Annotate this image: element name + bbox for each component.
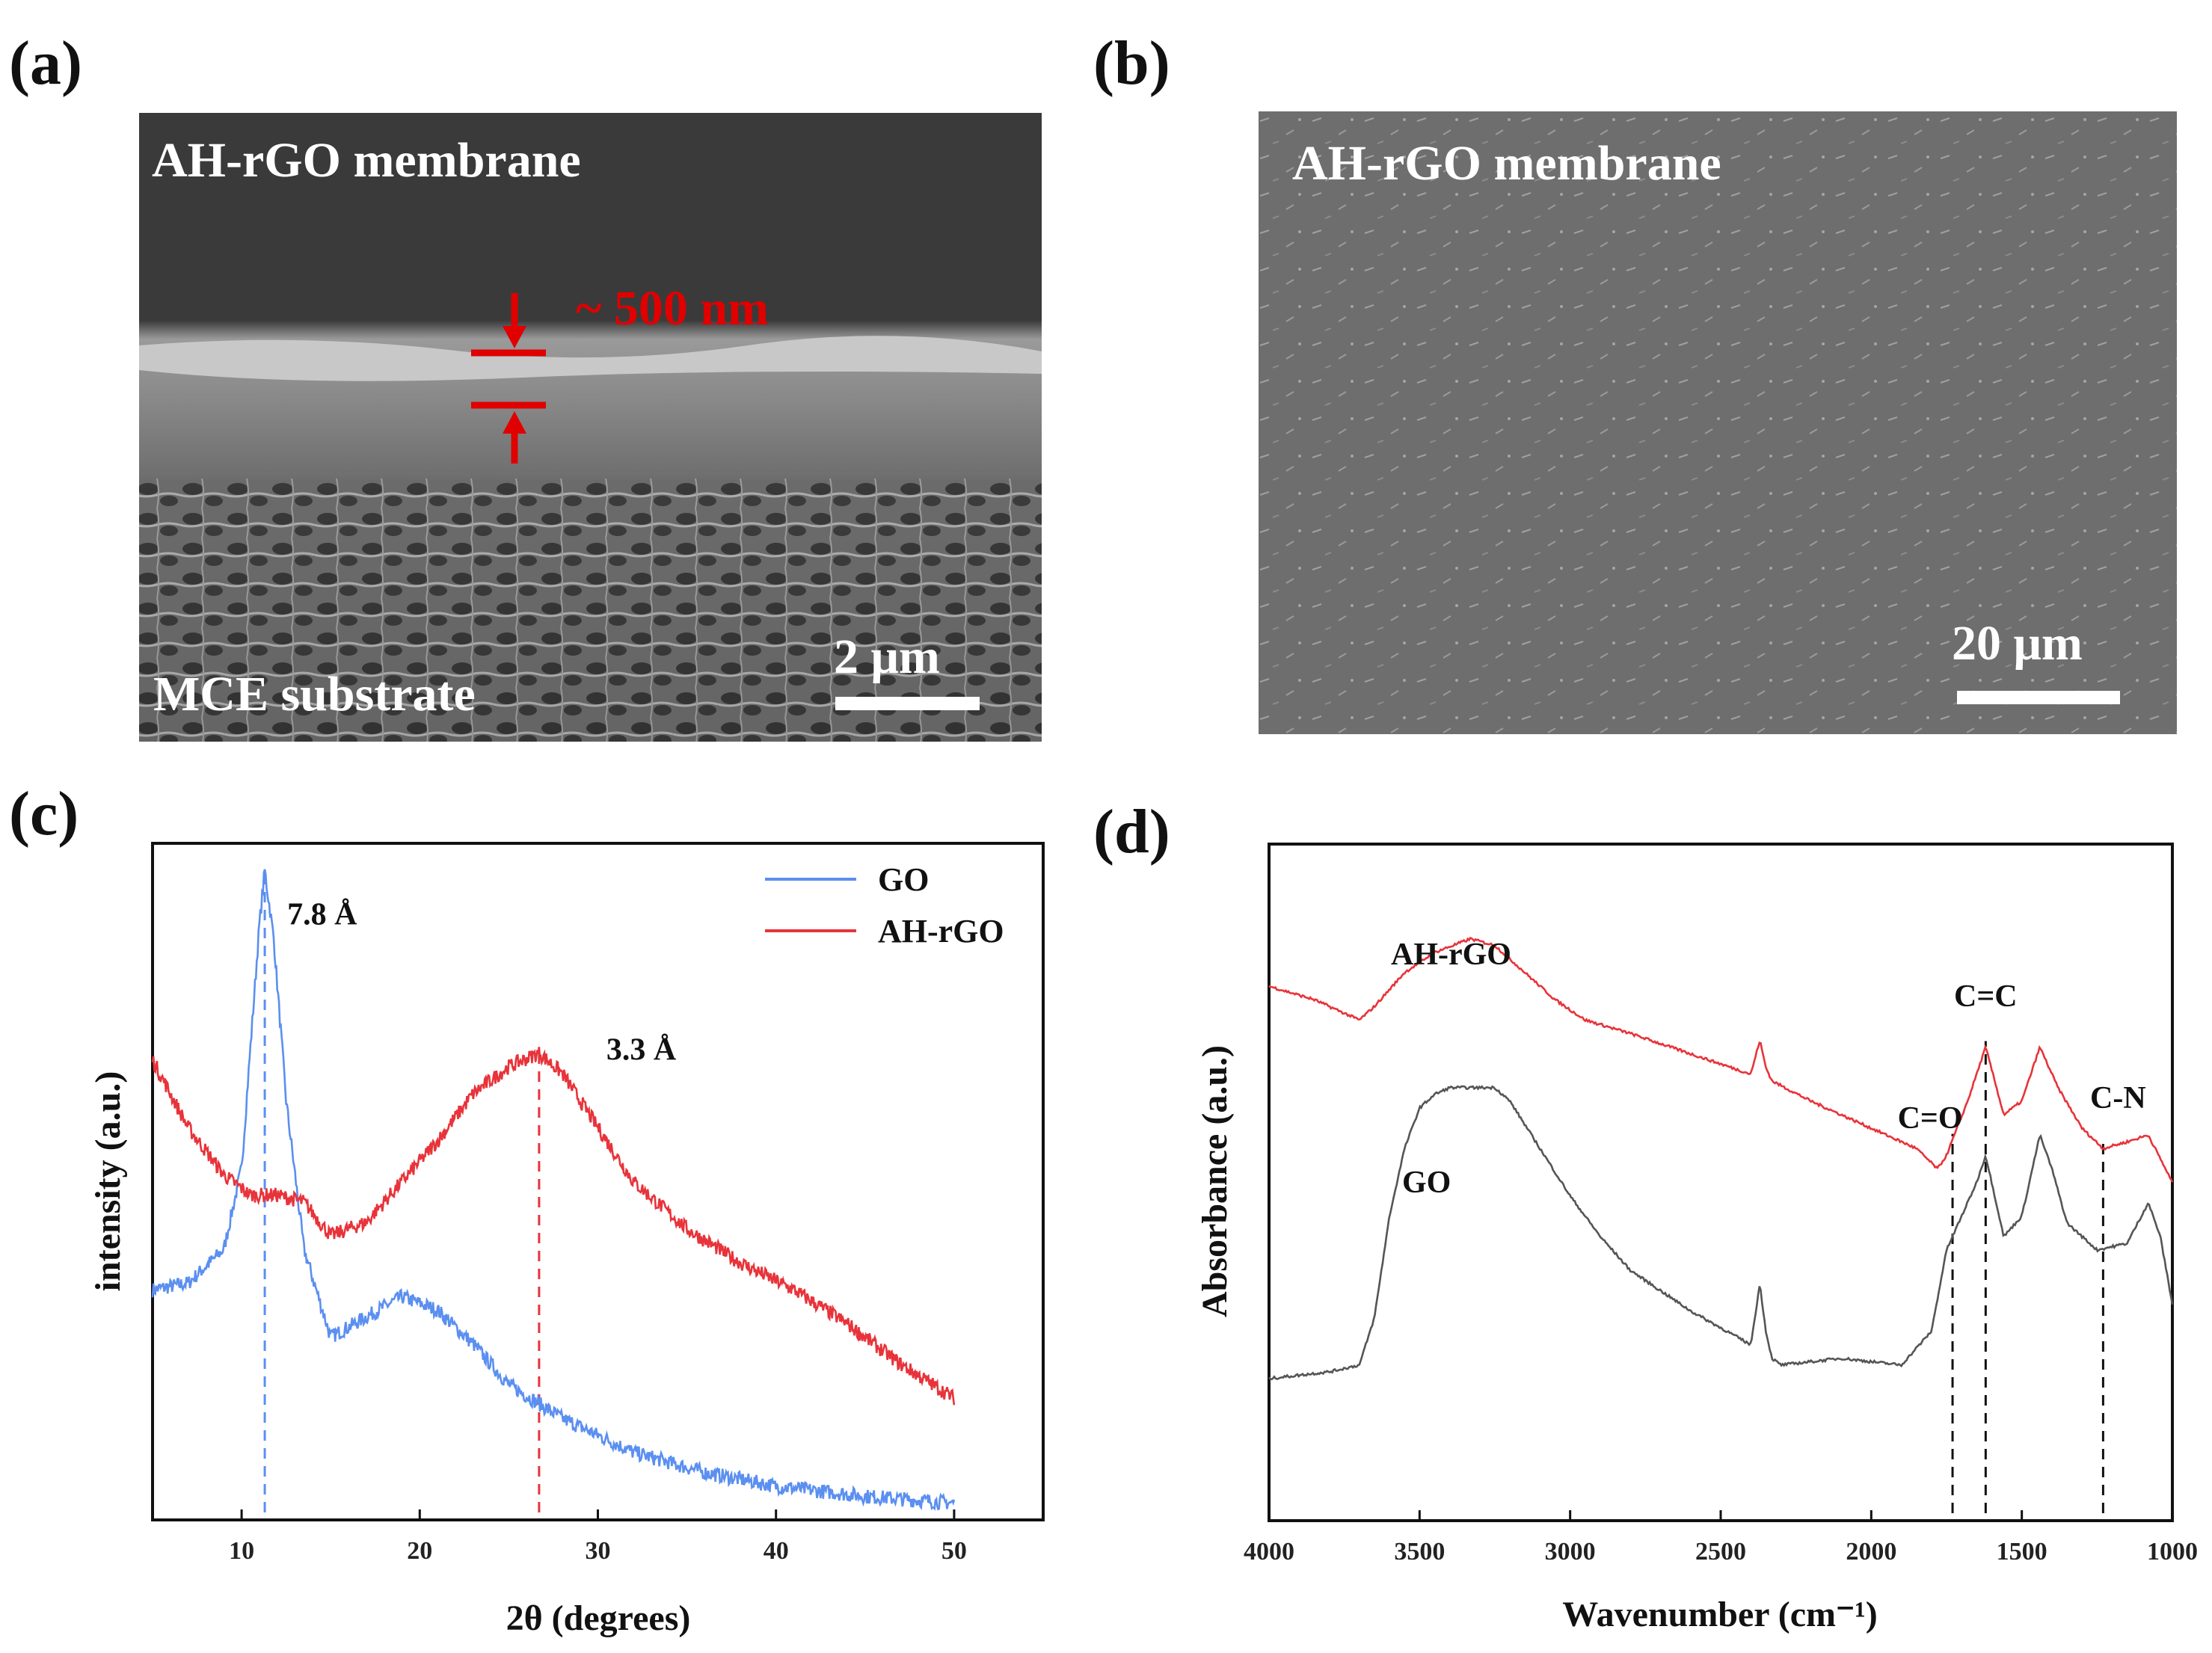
- panel-b: (b) AH-rGO membrane 20 μm: [1093, 28, 2177, 734]
- c-x-tick-label: 30: [586, 1537, 611, 1565]
- d-annotation: C=O: [1898, 1101, 1963, 1136]
- d-x-tick-label: 3500: [1394, 1538, 1445, 1566]
- chart-c-x-title: 2θ (degrees): [506, 1598, 691, 1638]
- substrate-label: MCE substrate: [153, 667, 476, 721]
- chart-d-x-ticks: 4000 3500 3000 2500 2000 1500 1000: [1244, 1510, 2198, 1566]
- sem-b-title: AH-rGO membrane: [1292, 136, 1721, 191]
- chart-c-legend: GO AH-rGO: [765, 861, 1004, 949]
- d-x-tick-label: 1500: [1997, 1538, 2047, 1566]
- scale-bar-a: [835, 697, 980, 710]
- membrane-layer: [139, 336, 1042, 381]
- d-x-tick-label: 2500: [1695, 1538, 1746, 1566]
- c-annotation: 7.8 Å: [287, 898, 357, 932]
- panel-d-label: (d): [1093, 797, 1170, 866]
- chart-d-ahrgo-label: AH-rGO: [1391, 938, 1511, 972]
- chart-d-y-title: Absorbance (a.u.): [1195, 1045, 1235, 1317]
- panel-b-label: (b): [1093, 28, 1170, 98]
- d-series-go: [1268, 1085, 2174, 1381]
- chart-c-peak-lines: [263, 870, 541, 1512]
- chart-d-go-label: GO: [1402, 1166, 1451, 1200]
- chart-c-y-title: intensity (a.u.): [88, 1071, 128, 1292]
- c-annotation: 3.3 Å: [606, 1033, 677, 1068]
- legend-go-label: GO: [878, 861, 929, 898]
- c-series-ahrgo: [151, 1047, 956, 1406]
- d-x-tick-label: 3000: [1545, 1538, 1596, 1566]
- scale-bar-b-label: 20 μm: [1952, 616, 2083, 671]
- d-x-tick-label: 1000: [2147, 1538, 2198, 1566]
- d-annotation: C=C: [1954, 979, 2018, 1014]
- chart-d-x-title: Wavenumber (cm⁻¹): [1562, 1595, 1877, 1634]
- panel-c: (c) 10 20 30 40 50 7.8 Å 3.3 Å GO AH-rGO 2θ (…: [9, 779, 1045, 1638]
- c-x-tick-label: 20: [407, 1537, 432, 1565]
- c-x-tick-label: 10: [229, 1537, 254, 1565]
- sem-top-view-image: [1259, 111, 2177, 734]
- sem-a-title: AH-rGO membrane: [152, 133, 581, 188]
- chart-c-x-ticks: 10 20 30 40 50: [229, 1509, 967, 1565]
- panel-a-label: (a): [9, 28, 82, 98]
- chart-d-annotations: C=O C=C C-N: [1898, 979, 2146, 1136]
- d-x-tick-label: 2000: [1846, 1538, 1896, 1566]
- d-annotation: C-N: [2090, 1081, 2146, 1115]
- panel-c-label: (c): [9, 779, 79, 849]
- d-x-tick-label: 4000: [1244, 1538, 1294, 1566]
- panel-a: (a) AH-rGO membrane ~ 500 nm MCE substra…: [9, 28, 1042, 742]
- chart-c-series: [151, 869, 956, 1511]
- scale-bar-b: [1957, 691, 2120, 704]
- chart-d-series: [1268, 936, 2174, 1381]
- c-x-tick-label: 50: [941, 1537, 967, 1565]
- c-x-tick-label: 40: [764, 1537, 789, 1565]
- d-series-ahrgo: [1268, 936, 2174, 1183]
- legend-ahrgo-label: AH-rGO: [878, 913, 1004, 949]
- thickness-label: ~ 500 nm: [576, 281, 769, 336]
- c-series-go: [151, 869, 956, 1511]
- scale-bar-a-label: 2 μm: [834, 630, 940, 684]
- thickness-marker: [471, 293, 546, 464]
- chart-d-band-lines: [1951, 1041, 2104, 1513]
- chart-c-annotations: 7.8 Å 3.3 Å: [287, 898, 677, 1068]
- panel-d: (d) 4000 3500 3000 2500 2000 1500 1000 C=OC=CC…: [1093, 797, 2198, 1634]
